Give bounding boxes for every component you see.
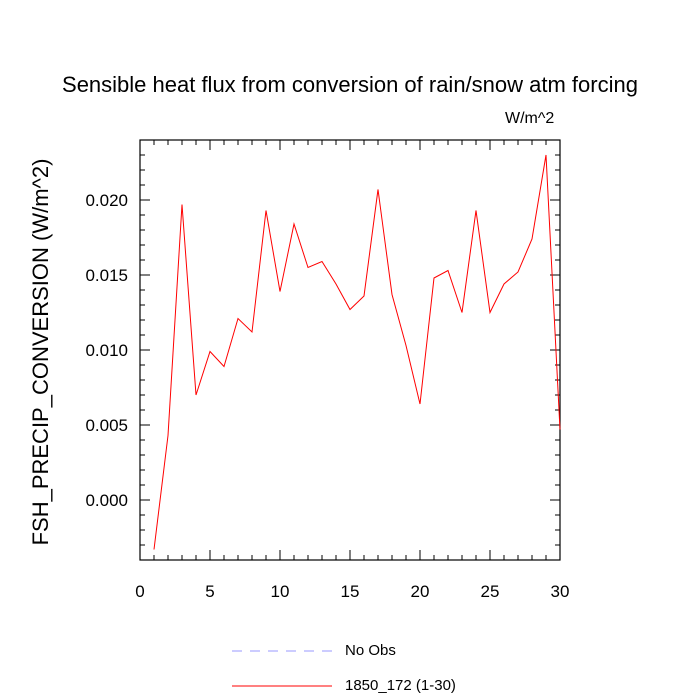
plot-frame xyxy=(139,139,561,561)
legend-label-series: 1850_172 (1-30) xyxy=(345,677,456,694)
y-tick-label: 0.000 xyxy=(85,491,128,510)
x-tick-label: 15 xyxy=(341,582,360,601)
y-tick-label: 0.015 xyxy=(85,266,128,285)
series-line xyxy=(153,154,561,550)
x-tick-label: 0 xyxy=(135,582,144,601)
x-tick-label: 5 xyxy=(205,582,214,601)
x-tick-label: 30 xyxy=(551,582,570,601)
y-axis-label: FSH_PRECIP_CONVERSION (W/m^2) xyxy=(28,158,53,546)
y-tick-label: 0.005 xyxy=(85,416,128,435)
x-tick-label: 10 xyxy=(271,582,290,601)
units-label: W/m^2 xyxy=(505,110,555,127)
x-tick-label: 25 xyxy=(481,582,500,601)
y-tick-label: 0.020 xyxy=(85,191,128,210)
chart-title: Sensible heat flux from conversion of ra… xyxy=(62,72,638,97)
legend-label-no-obs: No Obs xyxy=(345,642,396,659)
x-tick-label: 20 xyxy=(411,582,430,601)
y-tick-label: 0.010 xyxy=(85,341,128,360)
